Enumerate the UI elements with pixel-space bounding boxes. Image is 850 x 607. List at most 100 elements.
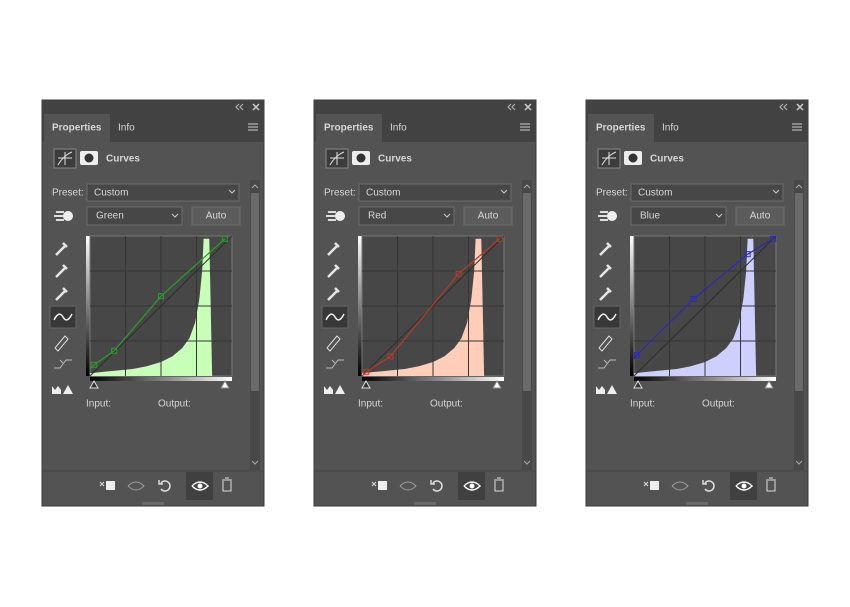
clip-icon[interactable] <box>52 385 73 394</box>
collapse-icon[interactable] <box>779 103 788 111</box>
control-point[interactable] <box>158 293 164 300</box>
eyedropper-icon[interactable] <box>327 264 340 278</box>
mask-dot <box>628 153 638 163</box>
preset-dropdown[interactable] <box>630 183 784 202</box>
clip-layer-icon[interactable] <box>99 481 105 487</box>
eye-icon[interactable] <box>463 481 482 491</box>
scroll-thumb[interactable] <box>795 193 803 391</box>
preset-label: Preset: <box>52 188 84 199</box>
close-icon[interactable] <box>796 103 804 111</box>
scroll-arrows <box>523 184 531 465</box>
control-point[interactable] <box>744 251 751 258</box>
menu-icon[interactable] <box>248 123 258 131</box>
histogram <box>634 238 757 376</box>
channel-dropdown[interactable] <box>630 206 727 226</box>
eyedropper-icon[interactable] <box>55 287 68 301</box>
hand-icon <box>598 211 608 221</box>
smooth-icon[interactable] <box>598 359 616 369</box>
active-tab <box>44 114 110 142</box>
preset-dropdown[interactable] <box>86 183 240 202</box>
channel: Green <box>96 211 124 222</box>
clip-layer-icon[interactable] <box>643 481 649 487</box>
pencil-icon[interactable] <box>326 335 341 352</box>
control-point[interactable] <box>690 296 697 302</box>
smooth-icon[interactable] <box>326 359 344 369</box>
control-point[interactable] <box>387 353 394 360</box>
preset-dropdown[interactable] <box>358 183 512 202</box>
tab[interactable]: Properties <box>324 123 374 134</box>
collapse-icon[interactable] <box>507 103 516 111</box>
tab[interactable]: Properties <box>596 123 646 134</box>
clip-icon[interactable] <box>324 385 345 394</box>
auto-button[interactable] <box>463 206 513 226</box>
white-slider[interactable] <box>220 379 230 389</box>
input-label: Input: <box>86 399 111 410</box>
title-strip <box>42 100 264 113</box>
input-label: Input: <box>630 399 655 410</box>
tab[interactable]: Info <box>662 123 679 134</box>
pencil-icon[interactable] <box>598 335 613 352</box>
menu-icon[interactable] <box>792 123 802 131</box>
chevron <box>443 213 451 218</box>
eye-icon[interactable] <box>735 481 754 491</box>
chevron <box>171 213 179 218</box>
control-point[interactable] <box>221 235 228 242</box>
pencil-icon[interactable] <box>54 335 69 352</box>
scroll-thumb[interactable] <box>251 193 259 391</box>
collapse-icon[interactable] <box>235 103 244 111</box>
reset-icon[interactable] <box>702 480 715 492</box>
view-prev-icon[interactable] <box>127 481 145 491</box>
channel: Red <box>368 211 386 222</box>
reset-icon[interactable] <box>430 480 443 492</box>
eye-icon[interactable] <box>191 481 210 491</box>
control-point[interactable] <box>496 235 503 242</box>
white-slider[interactable] <box>492 379 502 389</box>
title-strip <box>314 100 536 113</box>
reset-icon[interactable] <box>158 480 171 492</box>
curve-glyph <box>57 151 73 166</box>
eyedropper-icon[interactable] <box>327 242 340 256</box>
output-gradient <box>86 236 90 376</box>
auto-button[interactable] <box>191 206 241 226</box>
black-slider[interactable] <box>361 379 371 389</box>
eyedropper-icon[interactable] <box>599 264 612 278</box>
menu-icon[interactable] <box>520 123 530 131</box>
mask-dot <box>84 153 94 163</box>
close-icon[interactable] <box>252 103 260 111</box>
active-tab <box>316 114 382 142</box>
channel-dropdown[interactable] <box>86 206 183 226</box>
eyedropper-icon[interactable] <box>599 242 612 256</box>
tab[interactable]: Info <box>118 123 135 134</box>
white-slider[interactable] <box>764 379 774 389</box>
control-point[interactable] <box>91 361 98 368</box>
eyedropper-icon[interactable] <box>55 242 68 256</box>
tab[interactable]: Info <box>390 123 407 134</box>
curve-tool <box>597 313 617 321</box>
control-point[interactable] <box>633 352 640 358</box>
panel-title: Curves <box>378 154 412 165</box>
scroll-thumb[interactable] <box>523 193 531 391</box>
auto-button[interactable] <box>735 206 785 226</box>
clip-icon[interactable] <box>596 385 617 394</box>
close-icon[interactable] <box>524 103 532 111</box>
clip-layer-icon[interactable] <box>371 481 377 487</box>
control-point[interactable] <box>455 270 462 277</box>
tab[interactable]: Properties <box>52 123 102 134</box>
black-slider[interactable] <box>89 379 99 389</box>
view-prev-icon[interactable] <box>399 481 417 491</box>
trash-icon[interactable] <box>494 477 504 492</box>
smooth-icon[interactable] <box>54 359 72 369</box>
eyedropper-icon[interactable] <box>599 287 612 301</box>
view-prev-icon[interactable] <box>671 481 689 491</box>
eyedropper-icon[interactable] <box>55 264 68 278</box>
trash-icon[interactable] <box>766 477 776 492</box>
control-point[interactable] <box>363 368 370 375</box>
control-point[interactable] <box>770 235 777 242</box>
trash-icon[interactable] <box>222 477 232 492</box>
channel-dropdown[interactable] <box>358 206 455 226</box>
control-point[interactable] <box>111 347 118 354</box>
black-slider[interactable] <box>633 379 643 389</box>
eyedropper-icon[interactable] <box>327 287 340 301</box>
curve-tool <box>325 313 345 321</box>
